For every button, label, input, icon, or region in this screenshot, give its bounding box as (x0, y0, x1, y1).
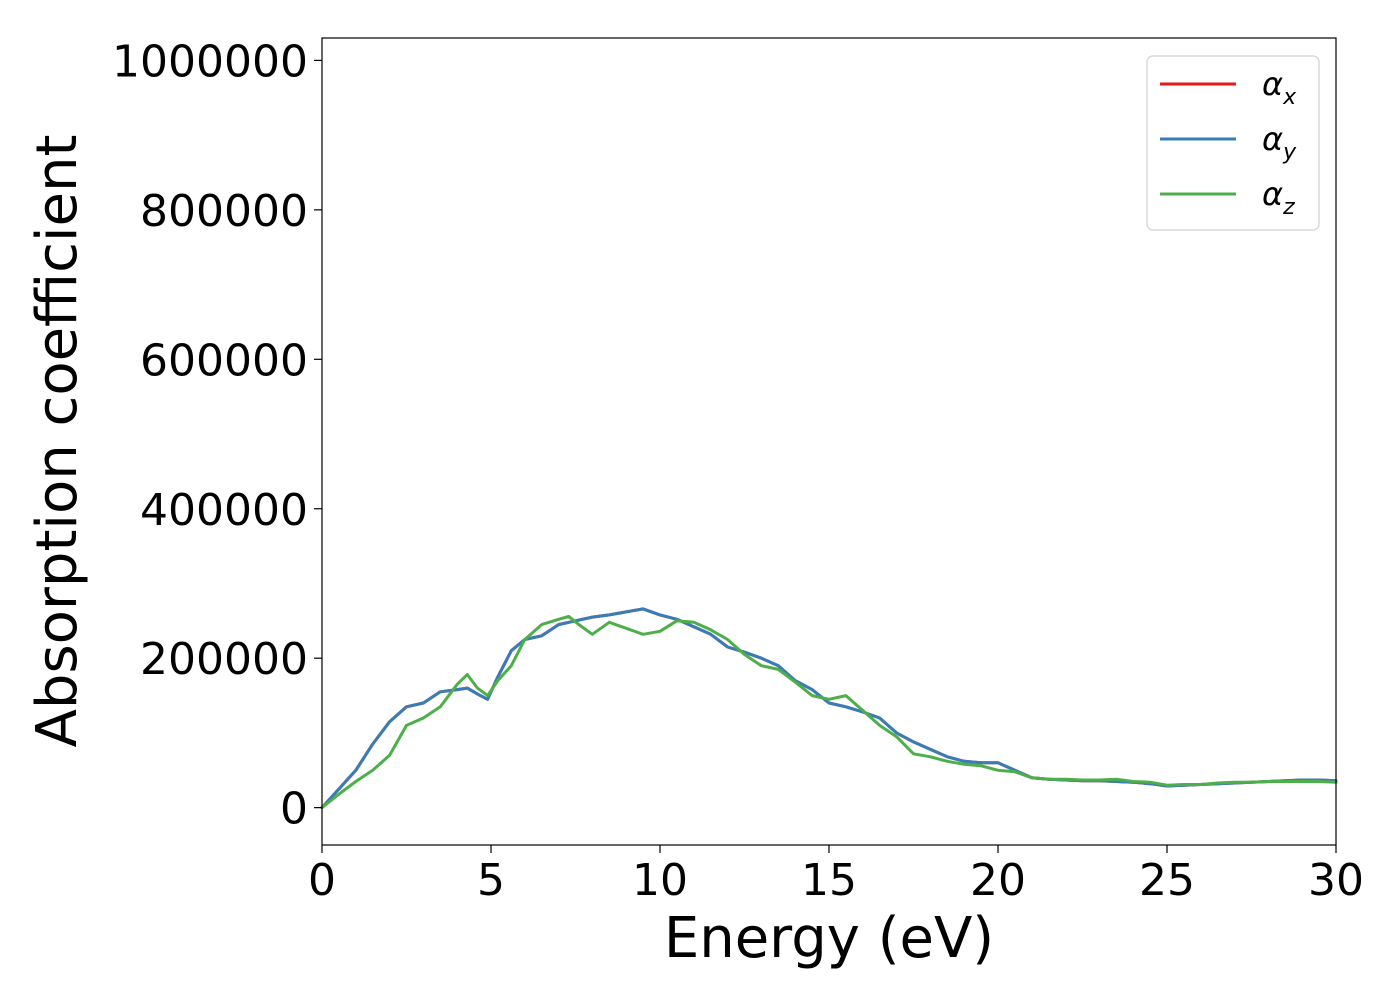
legend-label-subscript: z (1282, 195, 1295, 220)
x-tick-label: 30 (1308, 855, 1364, 906)
y-tick-label: 0 (280, 784, 308, 835)
y-tick-label: 400000 (140, 485, 308, 536)
y-axis-label: Absorption coefficient (25, 135, 90, 748)
y-axis-ticks: 0 200000 400000 600000 800000 1000000 (112, 36, 322, 835)
series-line-x (320, 607, 1338, 810)
plot-lines (320, 607, 1338, 810)
legend-label-base: α (1262, 65, 1283, 103)
x-axis-ticks: 0 5 10 15 20 25 30 (308, 845, 1364, 906)
legend-box (1146, 55, 1320, 231)
y-tick-label: 800000 (140, 186, 308, 237)
y-tick-label: 600000 (140, 335, 308, 386)
series-line-z (320, 614, 1338, 810)
x-tick-label: 5 (477, 855, 505, 906)
series-line-y (320, 607, 1338, 810)
x-tick-label: 25 (1139, 855, 1195, 906)
legend-label-y: αy (1262, 120, 1297, 165)
legend-label-z: αz (1262, 175, 1295, 220)
x-tick-label: 0 (308, 855, 336, 906)
y-tick-label: 1000000 (112, 36, 308, 87)
legend-label-subscript: x (1282, 85, 1297, 110)
x-tick-label: 20 (970, 855, 1026, 906)
legend-label-subscript: y (1282, 140, 1297, 165)
legend-label-base: α (1262, 120, 1283, 158)
y-tick-label: 200000 (140, 634, 308, 685)
x-tick-label: 10 (632, 855, 688, 906)
x-tick-label: 15 (801, 855, 857, 906)
x-axis-label: Energy (eV) (664, 906, 994, 971)
legend-label-base: α (1262, 175, 1283, 213)
legend-label-x: αx (1262, 65, 1297, 110)
